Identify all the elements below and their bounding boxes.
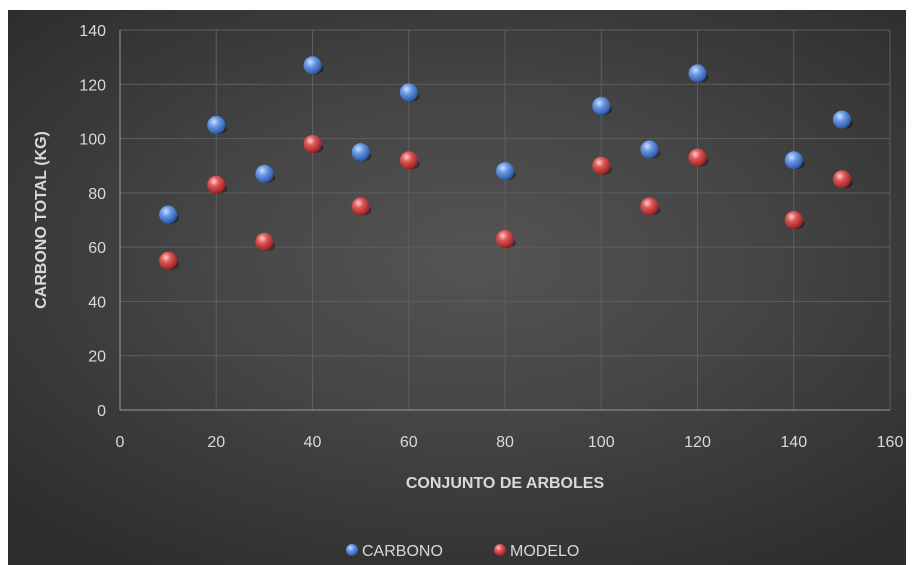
- data-point-modelo: [399, 151, 418, 170]
- y-tick-label: 20: [88, 349, 106, 366]
- x-tick-label: 80: [496, 434, 514, 451]
- data-point-carbono: [303, 56, 322, 75]
- data-point-modelo: [255, 232, 274, 251]
- y-tick-label: 40: [88, 294, 106, 311]
- x-tick-label: 60: [400, 434, 418, 451]
- legend-label-carbono: CARBONO: [362, 543, 443, 560]
- y-axis-title: CARBONO TOTAL (KG): [33, 131, 50, 309]
- x-axis-title: CONJUNTO DE ARBOLES: [406, 475, 605, 492]
- x-axis-tick-labels: 0 20 40 60 80 100 120 140 160: [116, 434, 904, 451]
- data-point-carbono: [784, 151, 803, 170]
- data-point-carbono: [255, 164, 274, 183]
- y-tick-label: 80: [88, 186, 106, 203]
- x-tick-label: 140: [780, 434, 807, 451]
- x-tick-label: 40: [304, 434, 322, 451]
- data-point-carbono: [496, 162, 514, 181]
- chart-area: [7, 9, 906, 565]
- data-point-modelo: [640, 197, 659, 216]
- y-tick-label: 120: [79, 77, 106, 94]
- data-point-carbono: [159, 205, 178, 224]
- legend-label-modelo: MODELO: [510, 543, 579, 560]
- y-axis-tick-labels: 0 20 40 60 80 100 120 140: [79, 23, 106, 420]
- data-point-carbono: [832, 110, 851, 129]
- series-carbono: [159, 56, 853, 224]
- x-tick-label: 160: [877, 434, 904, 451]
- axes: [119, 30, 890, 411]
- legend-item-modelo: MODELO: [494, 543, 579, 560]
- series-modelo: [159, 135, 853, 270]
- y-tick-label: 0: [97, 403, 106, 420]
- legend-marker-modelo: [494, 544, 506, 556]
- legend: CARBONO MODELO: [346, 543, 579, 560]
- data-point-carbono: [351, 143, 370, 162]
- data-point-modelo: [159, 251, 178, 270]
- data-point-modelo: [207, 175, 226, 194]
- legend-item-carbono: CARBONO: [346, 543, 443, 560]
- data-points: [159, 56, 853, 270]
- y-tick-label: 100: [79, 132, 106, 149]
- data-point-modelo: [688, 148, 707, 167]
- data-point-modelo: [496, 230, 514, 248]
- data-point-modelo: [351, 197, 370, 216]
- x-tick-label: 20: [207, 434, 225, 451]
- data-point-carbono: [688, 64, 707, 83]
- y-tick-label: 140: [79, 23, 106, 40]
- data-point-modelo: [832, 170, 851, 189]
- x-tick-label: 0: [116, 434, 125, 451]
- data-point-carbono: [207, 116, 226, 134]
- legend-marker-carbono: [346, 544, 358, 556]
- data-point-modelo: [592, 156, 611, 175]
- data-point-modelo: [303, 135, 322, 153]
- gridlines: [120, 29, 891, 410]
- y-tick-label: 60: [88, 240, 106, 257]
- data-point-carbono: [592, 97, 611, 115]
- data-point-carbono: [399, 83, 418, 102]
- x-tick-label: 120: [684, 434, 711, 451]
- x-tick-label: 100: [588, 434, 615, 451]
- data-point-modelo: [784, 211, 803, 229]
- data-point-carbono: [640, 140, 659, 159]
